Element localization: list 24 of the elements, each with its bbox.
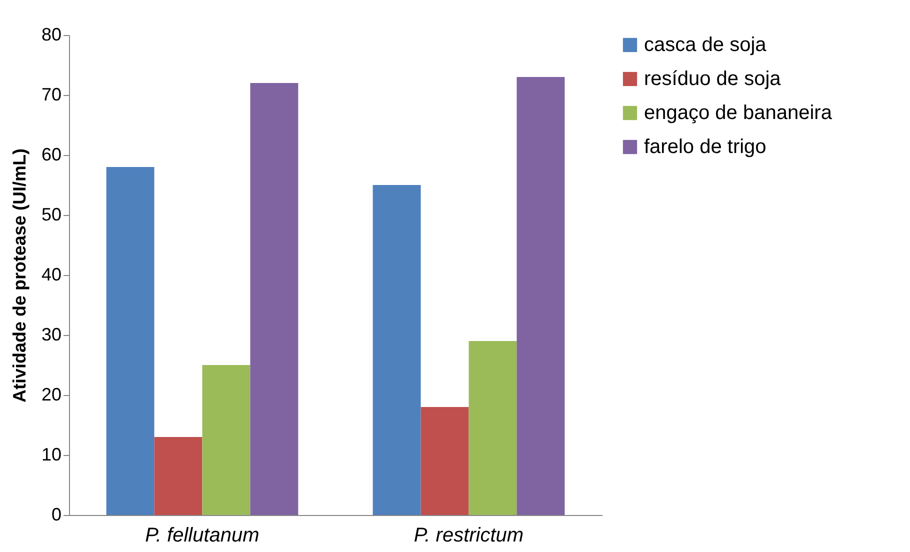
y-tick-label: 40	[41, 264, 62, 284]
legend-label: farelo de trigo	[644, 136, 766, 158]
bar	[154, 437, 202, 515]
x-tick-label: P. fellutanum	[145, 524, 260, 546]
x-tick-label: P. restrictum	[414, 524, 524, 546]
bar	[106, 167, 154, 515]
bar	[202, 365, 250, 515]
legend-label: casca de soja	[644, 34, 768, 56]
y-tick-label: 0	[51, 504, 62, 524]
y-tick-label: 70	[41, 84, 62, 104]
legend-label: resíduo de soja	[644, 68, 782, 90]
y-tick-label: 20	[41, 384, 62, 404]
legend-label: engaço de bananeira	[644, 102, 833, 124]
y-tick-label: 10	[41, 444, 62, 464]
bar	[468, 341, 517, 515]
y-tick-label: 30	[41, 324, 62, 344]
bar	[420, 407, 469, 515]
bar	[516, 77, 565, 515]
bar	[372, 185, 421, 515]
y-axis-title: Atividade de protease (UI/mL)	[9, 148, 30, 403]
bar	[250, 83, 298, 515]
y-tick-label: 80	[41, 24, 62, 44]
y-tick-label: 50	[41, 204, 62, 224]
y-tick-label: 60	[41, 144, 62, 164]
